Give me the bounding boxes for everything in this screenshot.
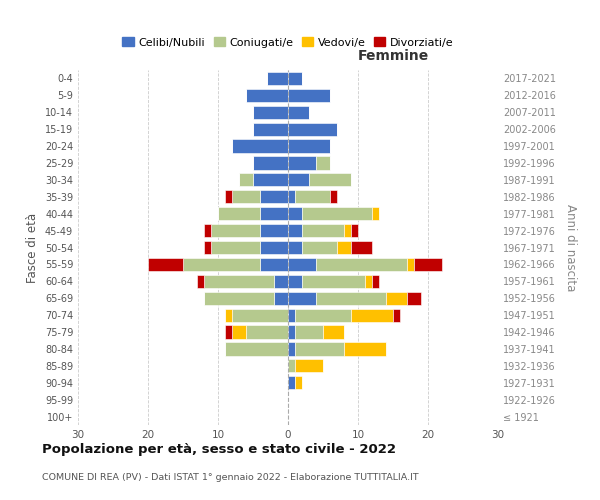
Bar (211, 224, 260, 237)
Bar (148, 258, 183, 271)
Bar (204, 274, 274, 288)
Bar (253, 122, 288, 136)
Bar (295, 359, 323, 372)
Bar (316, 156, 330, 170)
Bar (344, 342, 386, 355)
Bar (393, 308, 400, 322)
Bar (260, 241, 288, 254)
Bar (225, 342, 288, 355)
Text: COMUNE DI REA (PV) - Dati ISTAT 1° gennaio 2022 - Elaborazione TUTTITALIA.IT: COMUNE DI REA (PV) - Dati ISTAT 1° genna… (42, 472, 419, 482)
Bar (295, 190, 330, 203)
Bar (323, 326, 344, 338)
Bar (246, 326, 288, 338)
Bar (372, 274, 379, 288)
Text: Popolazione per età, sesso e stato civile - 2022: Popolazione per età, sesso e stato civil… (42, 442, 396, 456)
Bar (246, 89, 288, 102)
Bar (288, 89, 330, 102)
Bar (295, 326, 323, 338)
Bar (407, 258, 414, 271)
Bar (365, 274, 372, 288)
Bar (253, 156, 288, 170)
Bar (274, 274, 288, 288)
Bar (288, 156, 316, 170)
Bar (288, 342, 295, 355)
Bar (204, 292, 274, 305)
Bar (288, 106, 309, 119)
Bar (309, 174, 351, 186)
Bar (260, 258, 288, 271)
Bar (288, 274, 302, 288)
Bar (351, 241, 372, 254)
Bar (288, 258, 316, 271)
Bar (225, 326, 232, 338)
Bar (267, 72, 288, 85)
Bar (288, 190, 295, 203)
Bar (330, 190, 337, 203)
Bar (225, 308, 232, 322)
Bar (288, 207, 302, 220)
Bar (316, 292, 386, 305)
Bar (232, 190, 260, 203)
Bar (344, 224, 351, 237)
Bar (351, 224, 358, 237)
Bar (372, 207, 379, 220)
Bar (302, 274, 365, 288)
Bar (295, 342, 344, 355)
Bar (414, 258, 442, 271)
Bar (260, 224, 288, 237)
Bar (288, 326, 295, 338)
Bar (288, 174, 309, 186)
Bar (232, 140, 288, 152)
Bar (288, 72, 302, 85)
Bar (386, 292, 407, 305)
Bar (295, 376, 302, 390)
Bar (232, 326, 246, 338)
Bar (211, 241, 260, 254)
Bar (288, 292, 316, 305)
Y-axis label: Anni di nascita: Anni di nascita (564, 204, 577, 291)
Bar (260, 207, 288, 220)
Bar (337, 241, 351, 254)
Text: Femmine: Femmine (358, 49, 428, 63)
Bar (197, 274, 204, 288)
Bar (302, 241, 337, 254)
Bar (204, 224, 211, 237)
Bar (288, 308, 295, 322)
Bar (407, 292, 421, 305)
Bar (288, 376, 295, 390)
Bar (183, 258, 260, 271)
Bar (204, 241, 211, 254)
Bar (288, 122, 337, 136)
Bar (253, 106, 288, 119)
Bar (288, 241, 302, 254)
Bar (302, 224, 344, 237)
Bar (288, 359, 295, 372)
Bar (260, 190, 288, 203)
Bar (274, 292, 288, 305)
Bar (288, 140, 330, 152)
Bar (253, 174, 288, 186)
Bar (225, 190, 232, 203)
Bar (302, 207, 372, 220)
Legend: Celibi/Nubili, Coniugati/e, Vedovi/e, Divorziati/e: Celibi/Nubili, Coniugati/e, Vedovi/e, Di… (118, 33, 458, 52)
Bar (239, 174, 253, 186)
Bar (316, 258, 407, 271)
Y-axis label: Fasce di età: Fasce di età (26, 212, 39, 282)
Bar (232, 308, 288, 322)
Bar (295, 308, 351, 322)
Bar (351, 308, 393, 322)
Bar (218, 207, 260, 220)
Bar (288, 224, 302, 237)
